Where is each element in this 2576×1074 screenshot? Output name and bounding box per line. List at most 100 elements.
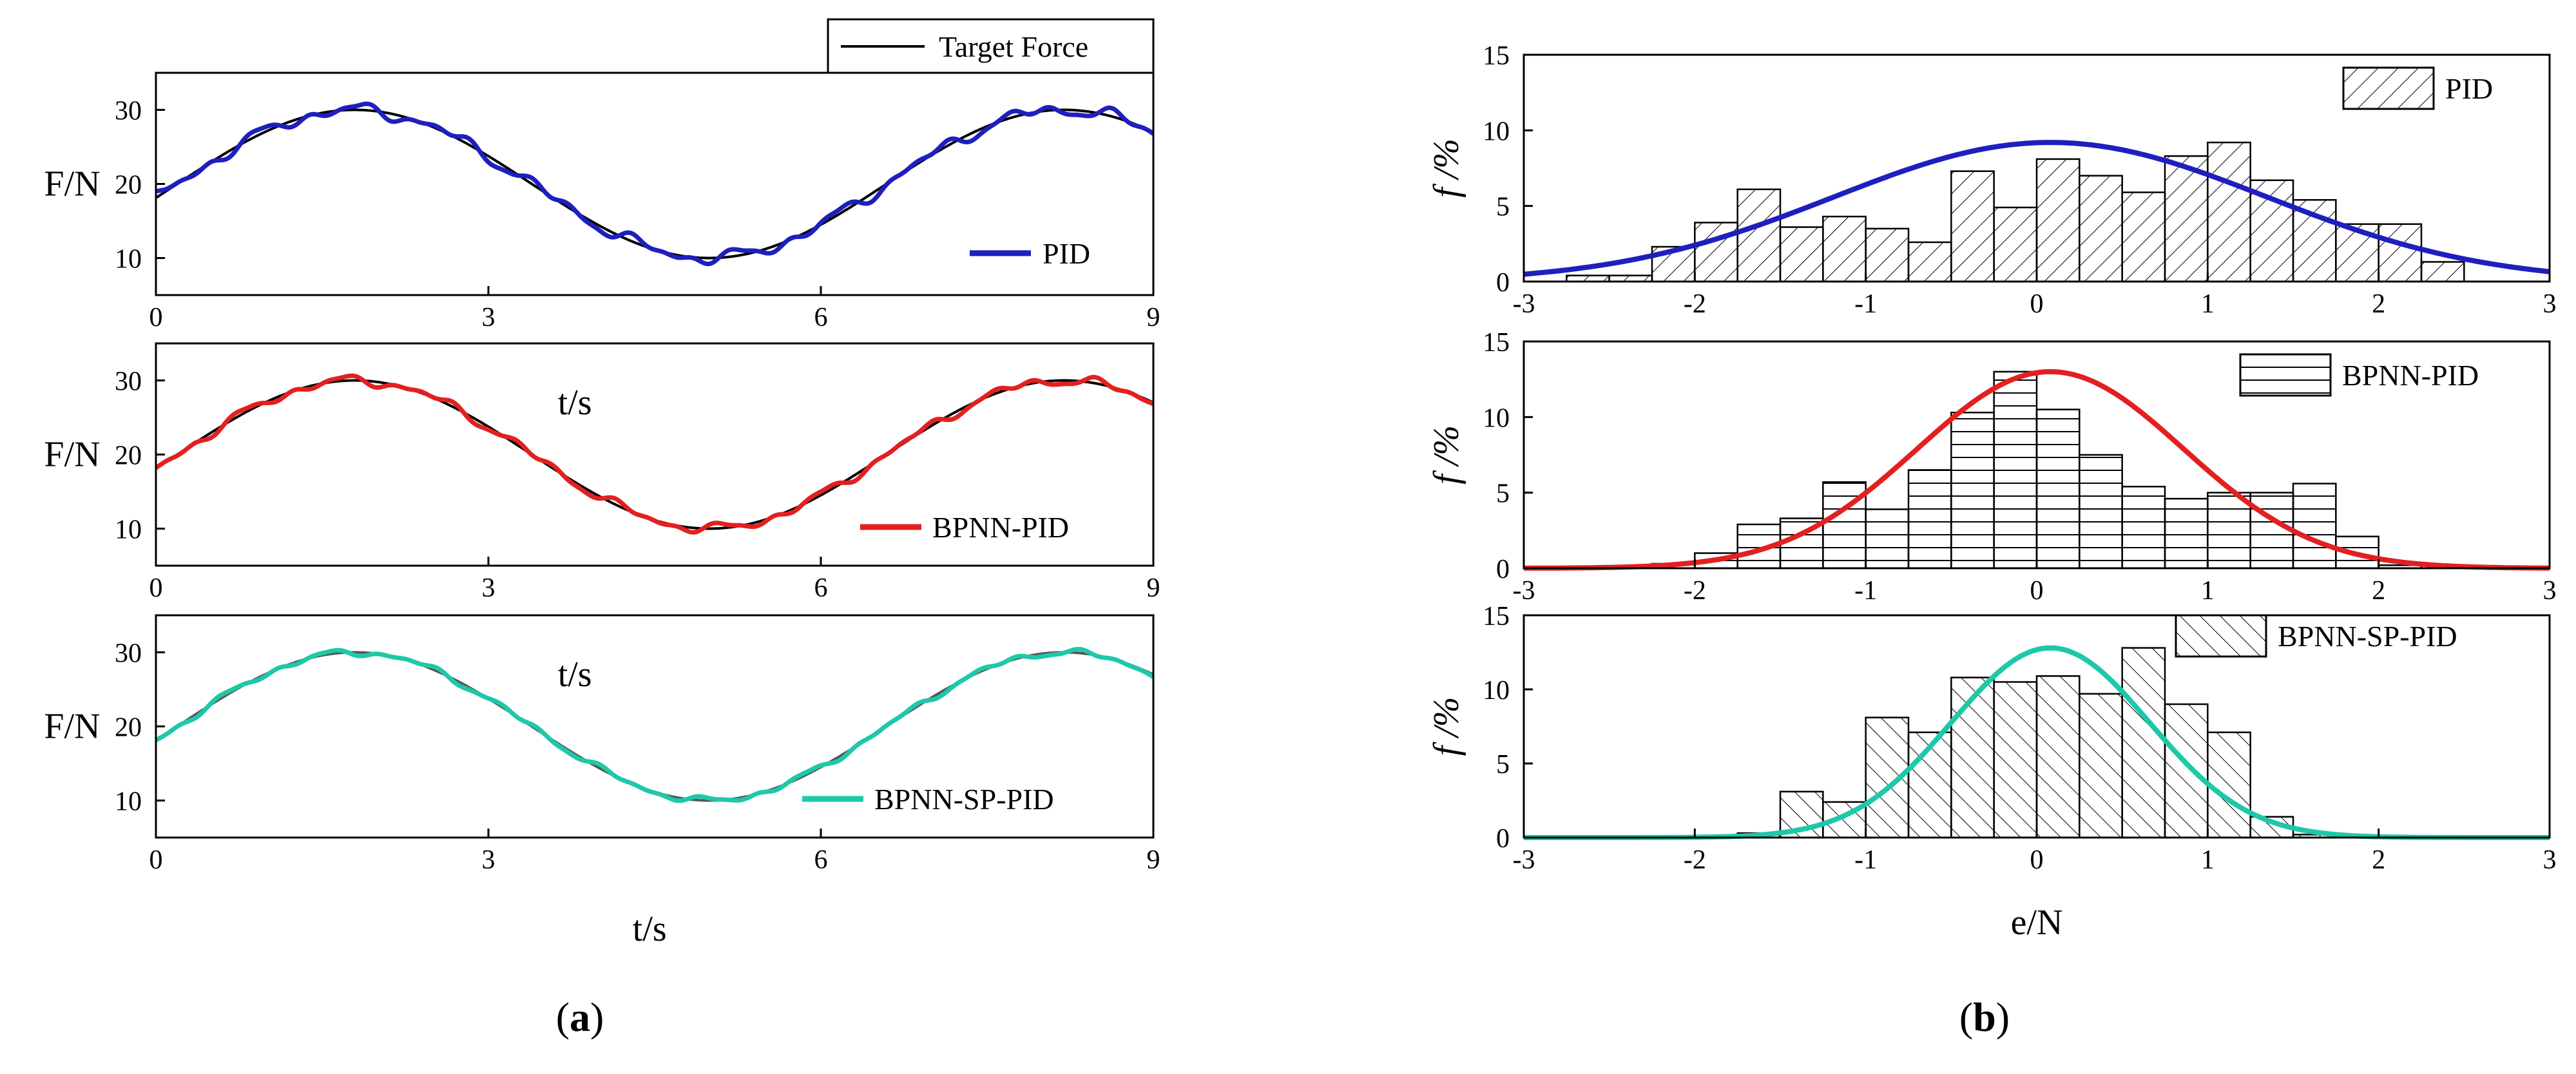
x-axis-label-upper: t/s — [558, 655, 592, 695]
series-pid — [155, 101, 1155, 267]
x-tick-label: 6 — [814, 845, 828, 875]
histogram-bar — [1822, 215, 1867, 283]
legend-swatch — [2175, 614, 2267, 658]
histogram-bar — [2035, 408, 2081, 570]
histogram-bar — [2121, 647, 2166, 839]
y-tick-label: 15 — [1483, 602, 1510, 631]
histogram-bar — [2207, 141, 2251, 283]
x-tick-label: 9 — [1147, 303, 1160, 332]
y-tick-label: 10 — [1483, 117, 1510, 146]
series-target-force — [155, 108, 1154, 260]
x-tick-label: 3 — [482, 845, 495, 875]
histogram-bar — [1865, 227, 1910, 283]
y-tick-label: 10 — [115, 787, 142, 817]
histogram-bar — [2121, 486, 2166, 570]
y-tick-label: 5 — [1496, 750, 1510, 780]
y-tick-label: 10 — [115, 515, 142, 545]
x-tick-label: -3 — [1513, 845, 1535, 875]
x-tick-label: -1 — [1854, 289, 1877, 319]
y-tick-label: 30 — [115, 639, 142, 669]
series-target-force — [155, 651, 1154, 802]
histogram-bar — [1779, 226, 1824, 283]
x-tick-label: 3 — [482, 303, 495, 332]
normal-fit-curve — [1523, 140, 2550, 277]
histogram-bar — [2164, 155, 2209, 283]
x-tick-label: 0 — [2030, 576, 2044, 606]
x-tick-label: 1 — [2201, 289, 2215, 319]
y-axis-label: F/N — [44, 707, 100, 747]
x-tick-label: 1 — [2201, 576, 2215, 606]
chart-b2: -3 -2 -1 0 1 2 3 0 5 10 15 f /% BPNN-PID — [1427, 328, 2557, 606]
y-tick-label: 30 — [115, 97, 142, 126]
y-tick-label: 10 — [1483, 403, 1510, 433]
y-axis-label: f /% — [1427, 139, 1466, 198]
histogram-bar — [1950, 676, 1995, 839]
legend-box — [827, 18, 1155, 74]
histogram-bar — [2292, 483, 2337, 570]
plot-frame — [155, 72, 1155, 296]
histogram-bar — [1950, 412, 1995, 570]
histogram-bar — [2249, 492, 2294, 570]
y-tick-label: 5 — [1496, 479, 1510, 509]
x-tick-label: 0 — [149, 573, 163, 603]
legend-label-pid: PID — [1043, 237, 1090, 270]
histogram-bar — [1993, 206, 2038, 283]
legend-label: BPNN-SP-PID — [2278, 620, 2457, 653]
x-tick-label: -2 — [1684, 289, 1706, 319]
histogram-bar — [2035, 675, 2081, 839]
histogram-bar — [1993, 681, 2038, 839]
y-tick-label: 10 — [115, 245, 142, 274]
x-axis-label: t/s — [633, 909, 667, 949]
histogram-bar — [2079, 693, 2123, 839]
x-tick-label: 6 — [814, 573, 828, 603]
histogram-bar — [2207, 492, 2251, 570]
histogram-bar — [1950, 170, 1995, 283]
legend-label: BPNN-SP-PID — [874, 783, 1054, 816]
x-tick-label: 0 — [149, 303, 163, 332]
histogram-bar — [1907, 241, 1952, 283]
x-tick-label: 0 — [149, 845, 163, 875]
y-tick-label: 0 — [1496, 555, 1510, 584]
chart-b3: -3 -2 -1 0 1 2 3 0 5 10 15 f /% e/N BPNN-SP-PID — [1427, 602, 2557, 943]
histogram-bar — [1993, 370, 2038, 570]
x-tick-label: -1 — [1854, 845, 1877, 875]
histogram-bar — [1907, 469, 1952, 570]
x-tick-label: -1 — [1854, 576, 1877, 606]
histogram-bar — [1694, 222, 1738, 283]
x-tick-label: 3 — [2543, 289, 2557, 319]
x-tick-label: 0 — [2030, 845, 2044, 875]
histogram-bar — [2420, 261, 2465, 283]
x-tick-label: -3 — [1513, 576, 1535, 606]
y-tick-label: 5 — [1496, 193, 1510, 222]
y-tick-label: 0 — [1496, 268, 1510, 298]
series-bpnn-pid — [155, 373, 1155, 535]
y-axis-label: F/N — [44, 435, 100, 475]
histogram-bar — [1865, 508, 1910, 570]
x-tick-label: -2 — [1684, 576, 1706, 606]
chart-b1: -3 -2 -1 0 1 2 3 0 5 10 15 f /% PID — [1427, 41, 2557, 319]
histogram-bar — [2035, 158, 2081, 283]
x-tick-label: 6 — [814, 303, 828, 332]
histogram-bar — [2207, 731, 2251, 839]
chart-a2: 0 3 6 9 10 20 30 F/N t/s BPNN-PID — [44, 342, 1160, 603]
x-tick-label: 3 — [2543, 845, 2557, 875]
histogram-bar — [2164, 497, 2209, 570]
legend-label: BPNN-PID — [2342, 359, 2479, 392]
x-tick-label: 9 — [1147, 573, 1160, 603]
x-tick-label: 2 — [2372, 576, 2385, 606]
y-axis-label: F/N — [44, 164, 100, 204]
legend-label: PID — [2445, 72, 2493, 105]
histogram-bar — [2121, 191, 2166, 283]
legend-label: BPNN-PID — [932, 511, 1069, 544]
caption-b: (b) — [1959, 994, 2010, 1040]
legend-label-target-force: Target Force — [939, 30, 1088, 63]
histogram-bar — [1736, 188, 1782, 283]
x-axis-label: t/s — [558, 383, 592, 423]
y-tick-label: 20 — [115, 441, 142, 471]
x-tick-label: 2 — [2372, 289, 2385, 319]
series-target-force — [155, 379, 1154, 530]
x-tick-label: -3 — [1513, 289, 1535, 319]
histogram-bar — [2164, 703, 2209, 839]
legend-swatch — [2239, 353, 2332, 397]
x-tick-label: 9 — [1147, 845, 1160, 875]
